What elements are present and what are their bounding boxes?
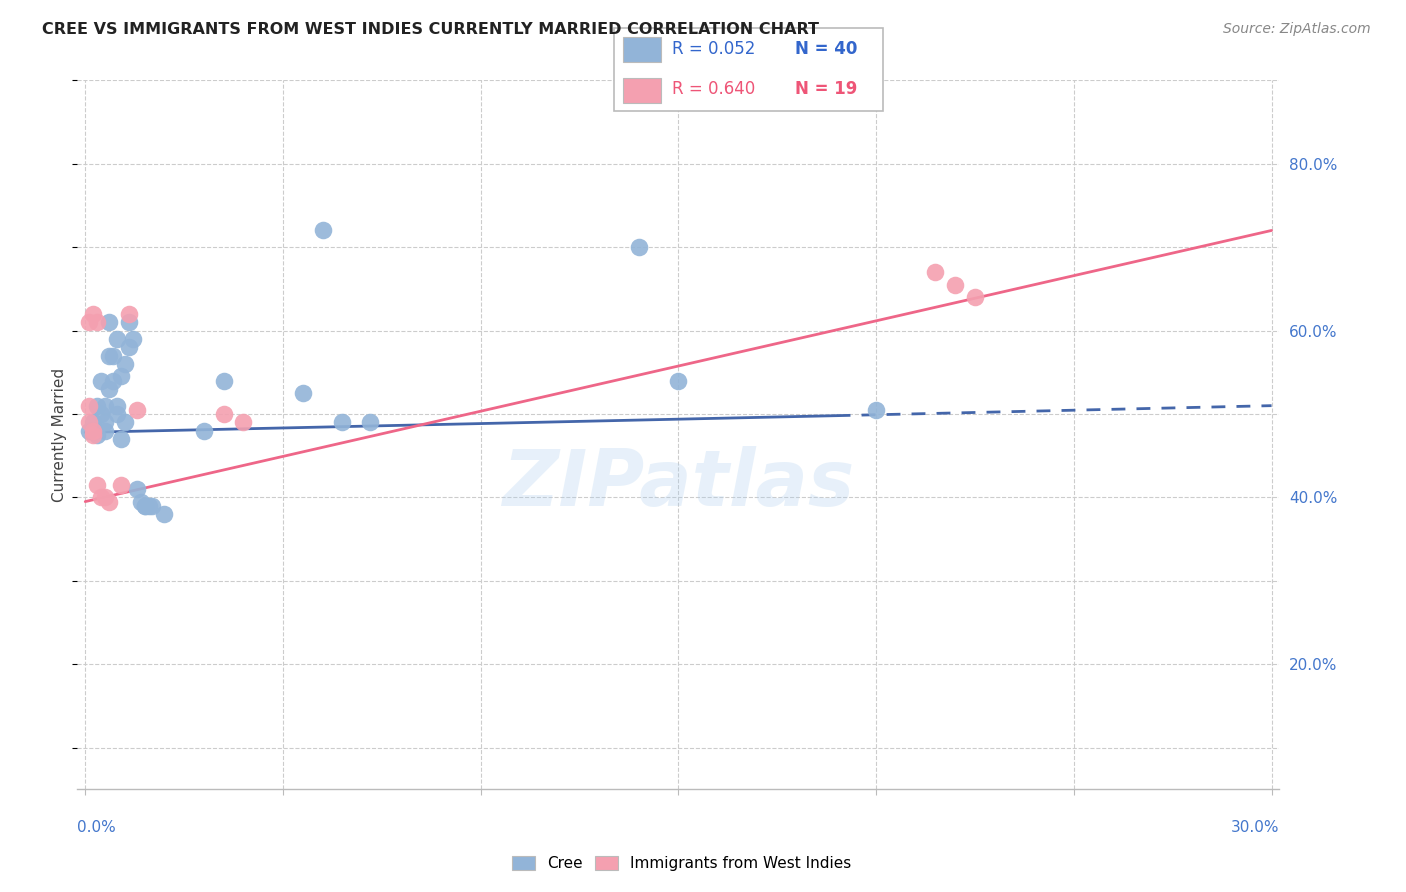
Point: [86, 315, 108, 329]
Point: [82, 428, 104, 442]
Point: [94, 491, 117, 505]
Text: Source: ZipAtlas.com: Source: ZipAtlas.com: [1223, 22, 1371, 37]
Point: [110, 369, 132, 384]
Point: [94, 424, 117, 438]
Point: [90, 374, 112, 388]
Point: [105, 407, 128, 421]
Point: [330, 415, 353, 429]
Text: N = 40: N = 40: [796, 40, 858, 58]
Y-axis label: Currently Married: Currently Married: [52, 368, 66, 502]
Point: [134, 499, 156, 513]
Text: 30.0%: 30.0%: [1232, 821, 1279, 835]
Point: [668, 374, 690, 388]
Point: [101, 374, 124, 388]
Point: [291, 386, 314, 401]
Point: [118, 315, 141, 329]
Point: [105, 399, 128, 413]
Point: [141, 499, 163, 513]
Point: [77, 315, 100, 329]
Point: [627, 240, 650, 254]
Point: [98, 315, 120, 329]
Point: [129, 494, 152, 508]
Point: [94, 399, 117, 413]
Point: [212, 407, 235, 421]
Point: [134, 499, 156, 513]
Legend: Cree, Immigrants from West Indies: Cree, Immigrants from West Indies: [506, 850, 858, 877]
Point: [865, 402, 887, 417]
Point: [86, 478, 108, 492]
Point: [82, 424, 104, 438]
Point: [311, 223, 333, 237]
Point: [77, 399, 100, 413]
Point: [924, 265, 946, 279]
Text: CREE VS IMMIGRANTS FROM WEST INDIES CURRENTLY MARRIED CORRELATION CHART: CREE VS IMMIGRANTS FROM WEST INDIES CURR…: [42, 22, 820, 37]
Point: [86, 428, 108, 442]
Text: ZIPatlas: ZIPatlas: [502, 447, 855, 523]
Point: [114, 357, 136, 371]
Point: [138, 499, 160, 513]
Text: 0.0%: 0.0%: [77, 821, 117, 835]
Point: [193, 424, 215, 438]
Point: [82, 415, 104, 429]
Point: [86, 399, 108, 413]
Point: [943, 277, 966, 292]
Bar: [623, 37, 661, 62]
Text: R = 0.052: R = 0.052: [672, 40, 755, 58]
Point: [82, 307, 104, 321]
Point: [121, 332, 143, 346]
Point: [98, 382, 120, 396]
Point: [114, 415, 136, 429]
Point: [212, 374, 235, 388]
Point: [110, 432, 132, 446]
Point: [118, 307, 141, 321]
Point: [90, 407, 112, 421]
Point: [77, 415, 100, 429]
Point: [125, 402, 148, 417]
Point: [77, 424, 100, 438]
Point: [105, 332, 128, 346]
Point: [963, 290, 986, 304]
Point: [101, 349, 124, 363]
Point: [90, 491, 112, 505]
Point: [125, 482, 148, 496]
Point: [359, 415, 381, 429]
Point: [110, 478, 132, 492]
Bar: [623, 78, 661, 103]
FancyBboxPatch shape: [614, 28, 883, 111]
Point: [94, 415, 117, 429]
Point: [118, 340, 141, 354]
Text: R = 0.640: R = 0.640: [672, 80, 755, 98]
Point: [232, 415, 254, 429]
Point: [98, 494, 120, 508]
Point: [153, 507, 176, 521]
Point: [98, 349, 120, 363]
Text: N = 19: N = 19: [796, 80, 858, 98]
